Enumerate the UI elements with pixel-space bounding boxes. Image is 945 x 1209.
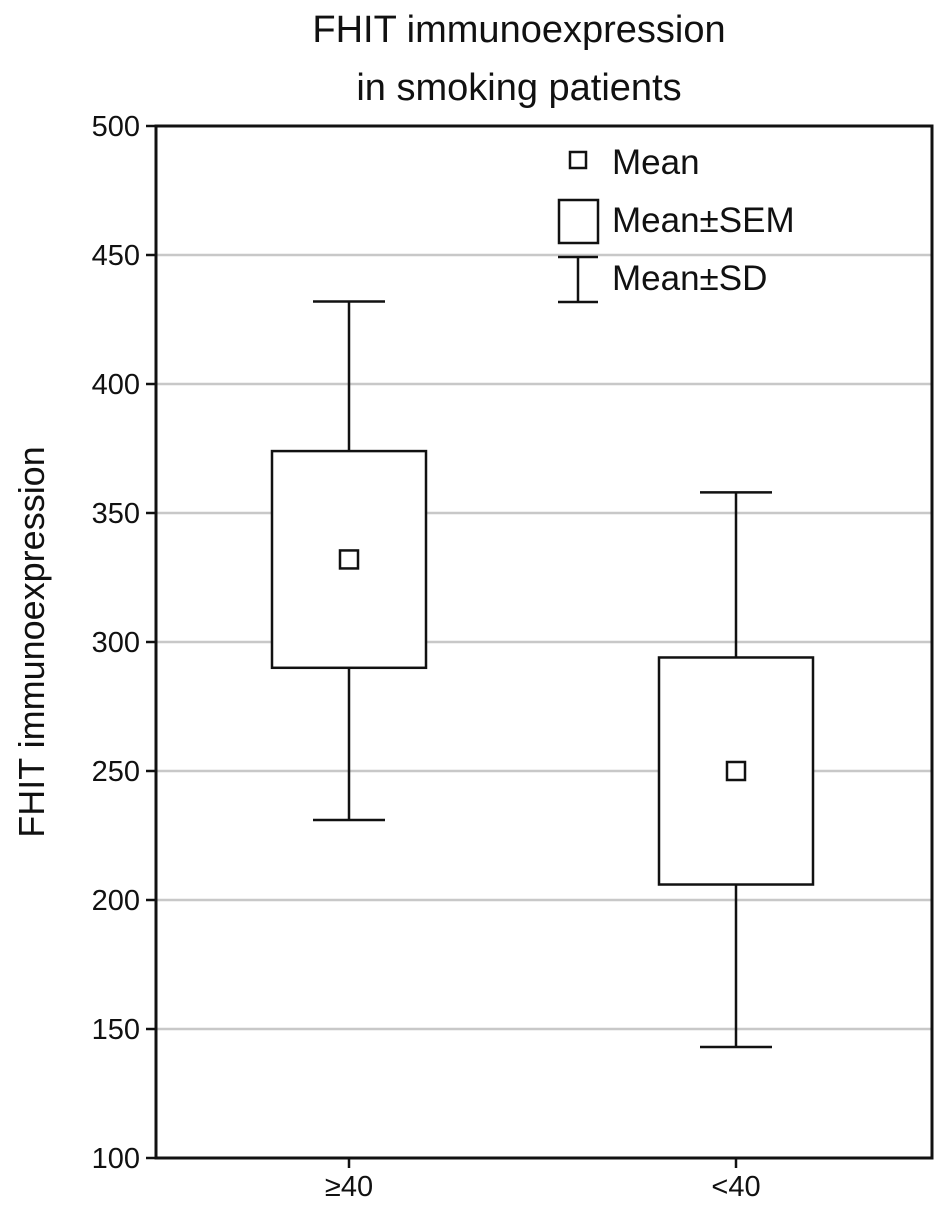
y-tick-label: 250: [92, 756, 140, 788]
y-tick-label: 200: [92, 885, 140, 917]
box-group: [657, 491, 815, 1049]
y-tick-label: 350: [92, 498, 140, 530]
x-tick-label: ≥40: [325, 1171, 373, 1203]
plot-elements: [270, 300, 815, 1049]
chart-title-line-1: FHIT immunoexpression: [312, 9, 725, 51]
y-tick-label: 300: [92, 627, 140, 659]
mean-marker: [338, 549, 360, 570]
chart-title-line-2: in smoking patients: [356, 67, 681, 109]
y-tick-label: 150: [92, 1014, 140, 1046]
y-axis-ticks: 100 150 200 250 300 350 400 450 500: [92, 111, 156, 1175]
legend: Mean Mean±SEM Mean±SD: [557, 143, 795, 304]
y-tick-label: 500: [92, 111, 140, 143]
y-tick-label: 400: [92, 369, 140, 401]
y-tick-label: 450: [92, 240, 140, 272]
legend-label: Mean±SEM: [612, 201, 795, 240]
plot-frame: [154, 124, 934, 1160]
x-axis-ticks: ≥40 <40: [325, 1158, 761, 1203]
box-group: [270, 300, 428, 822]
y-axis-label: FHIT immunoexpression: [11, 446, 52, 837]
x-tick-label: <40: [711, 1171, 760, 1203]
legend-label: Mean±SD: [612, 259, 767, 298]
legend-label: Mean: [612, 143, 700, 182]
mean-marker: [725, 760, 747, 782]
y-tick-label: 100: [92, 1143, 140, 1175]
sem-box: [657, 656, 815, 886]
legend-mean-marker: [568, 150, 588, 170]
legend-sem-box: [557, 198, 600, 245]
